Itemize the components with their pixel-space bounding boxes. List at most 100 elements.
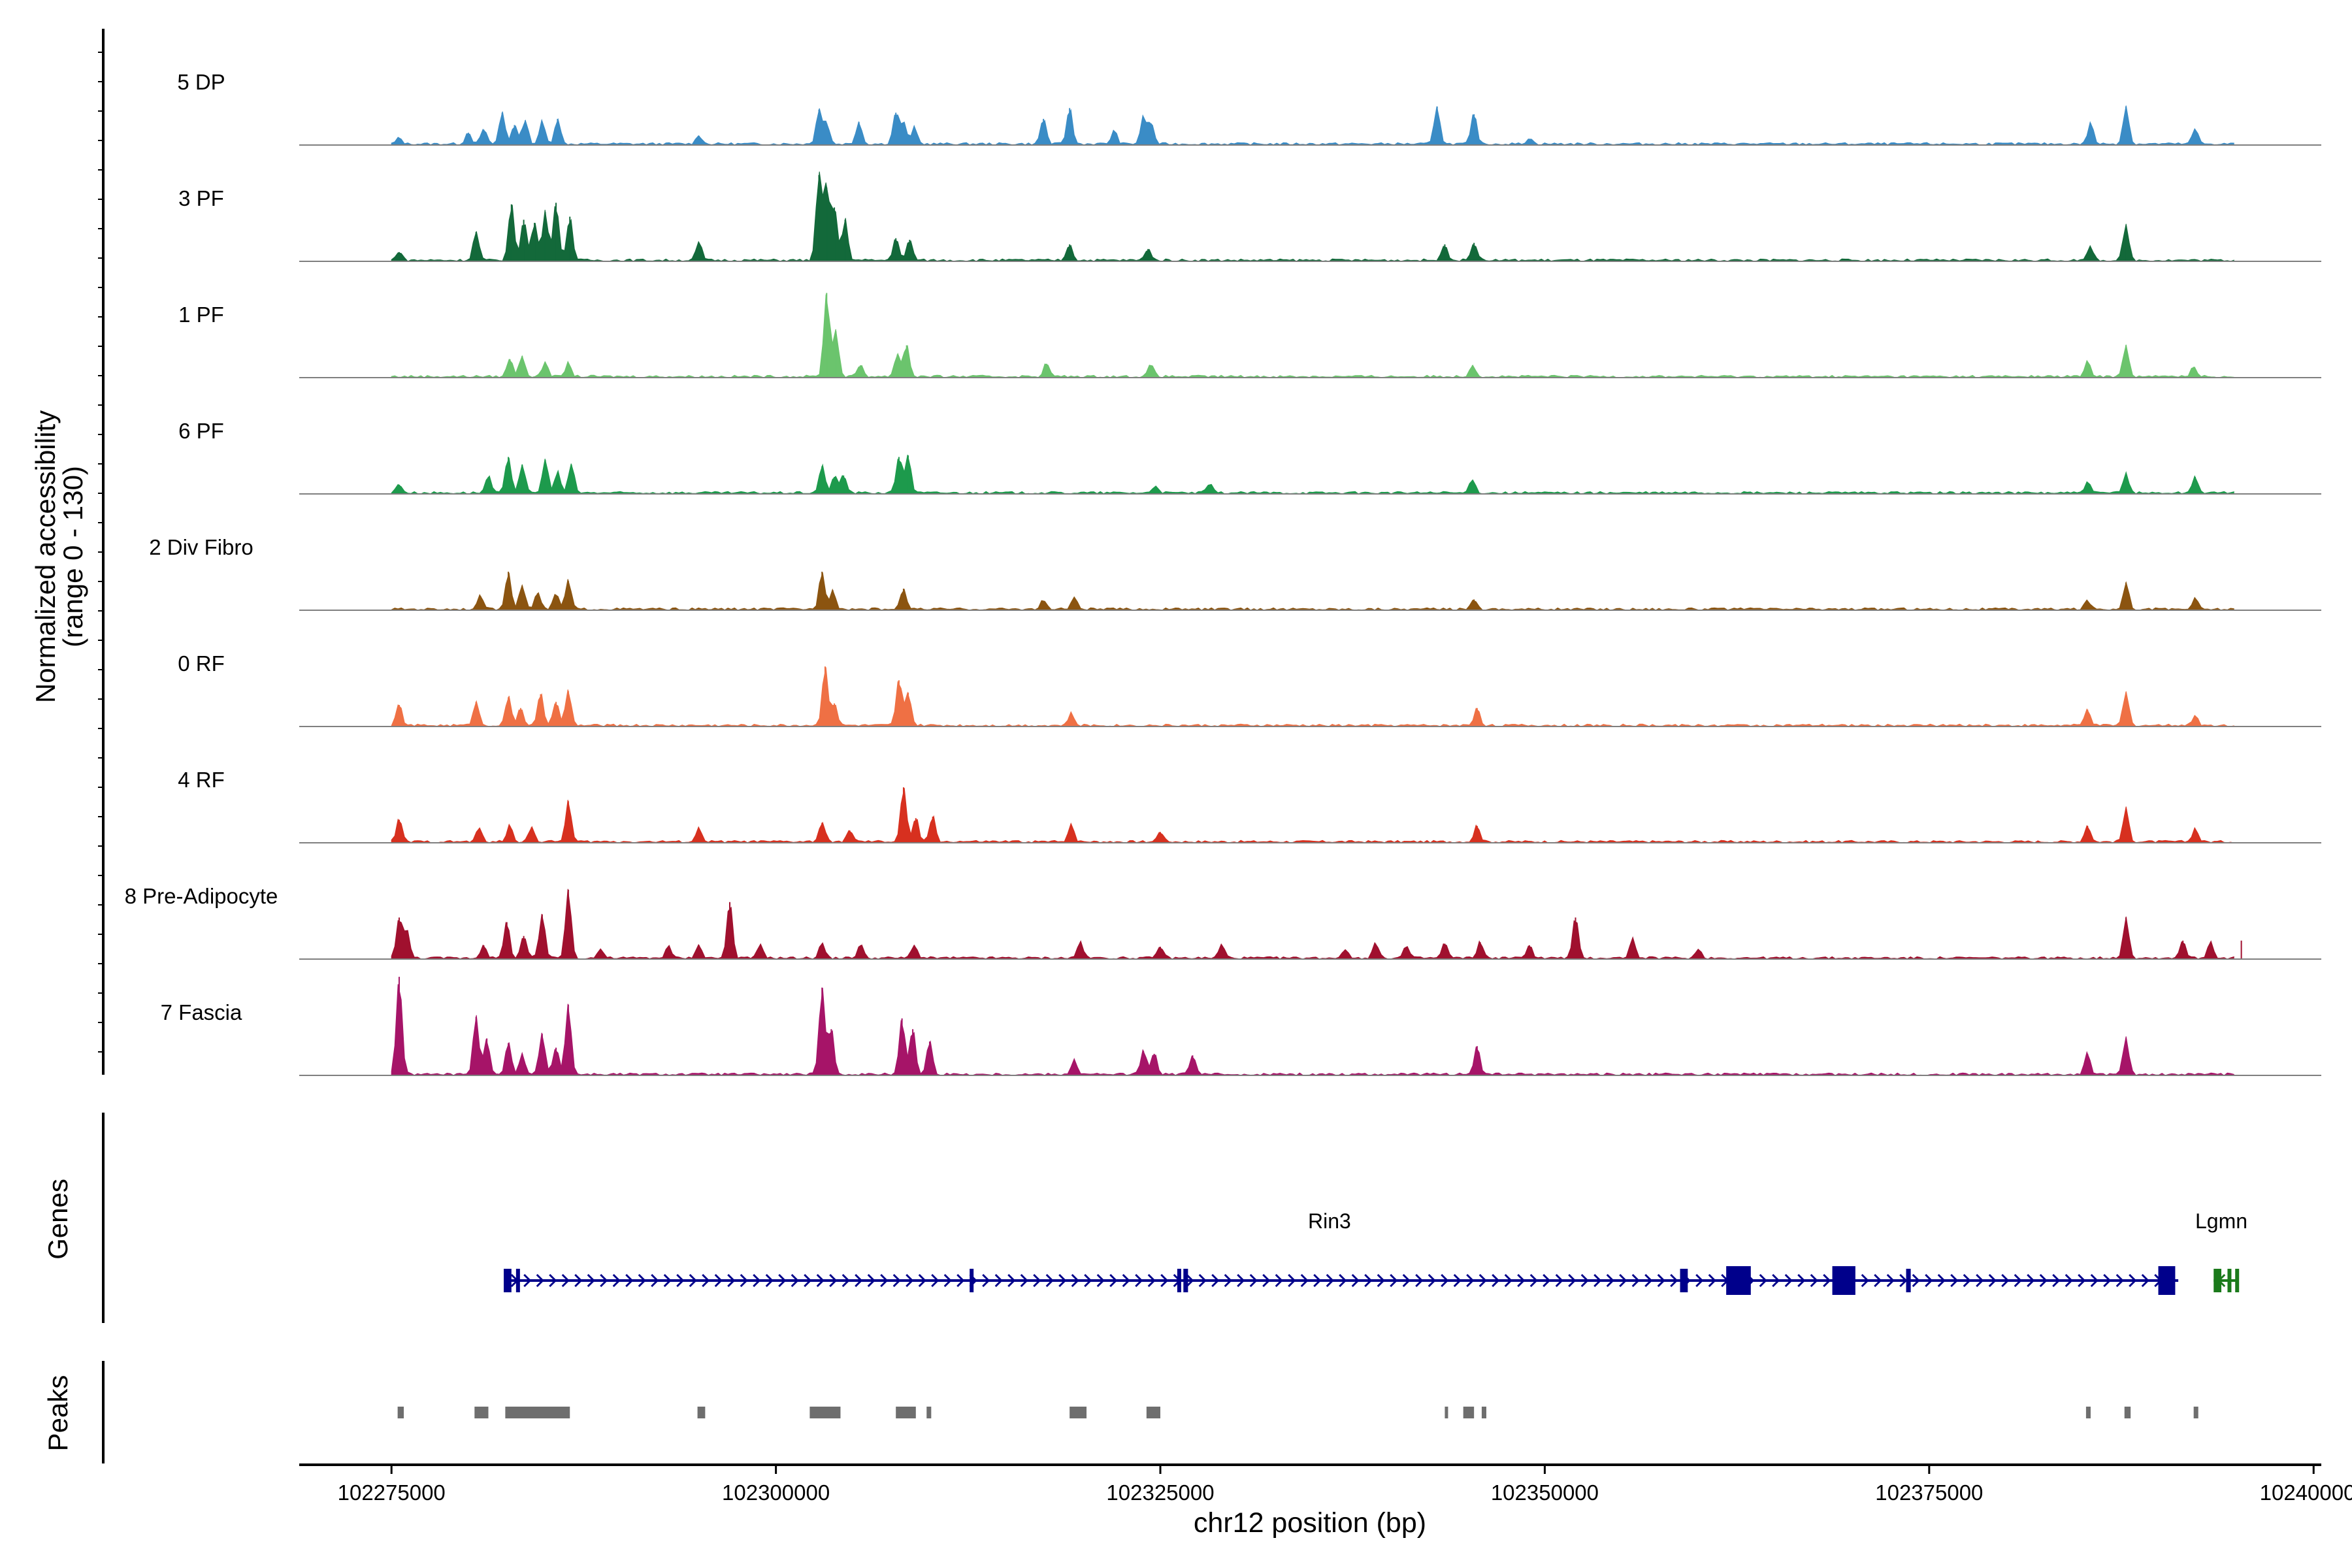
strand-chevron <box>829 1273 838 1288</box>
strand-chevron <box>2078 1273 2086 1288</box>
strand-chevron <box>841 1273 850 1288</box>
x-tick-label: 102325000 <box>1106 1480 1214 1505</box>
x-tick-label: 102400000 <box>2260 1480 2352 1505</box>
strand-chevron <box>804 1273 812 1288</box>
genes-panel-title: Genes <box>42 1179 73 1260</box>
strand-chevron <box>1402 1273 1411 1288</box>
coverage-area <box>391 667 2234 727</box>
strand-chevron <box>1568 1273 1576 1288</box>
peak-region <box>397 1407 404 1418</box>
strand-chevron <box>1288 1273 1296 1288</box>
strand-chevron <box>663 1273 672 1288</box>
strand-chevron <box>1377 1273 1385 1288</box>
gene-exon <box>1726 1266 1751 1295</box>
strand-chevron <box>1810 1273 1818 1288</box>
track-label: 0 RF <box>178 651 225 676</box>
strand-chevron <box>931 1273 939 1288</box>
strand-chevron <box>1580 1273 1589 1288</box>
strand-chevron <box>1262 1273 1271 1288</box>
strand-chevron <box>791 1273 799 1288</box>
coverage-area <box>391 454 2234 495</box>
gene-model: Lgmn <box>2195 1209 2247 1292</box>
gene-exon <box>504 1269 512 1292</box>
strand-chevron <box>561 1273 570 1288</box>
strand-chevron <box>1504 1273 1512 1288</box>
strand-chevron <box>1708 1273 1716 1288</box>
strand-chevron <box>1007 1273 1016 1288</box>
strand-chevron <box>1644 1273 1653 1288</box>
strand-chevron <box>1224 1273 1232 1288</box>
y-axis-title-line1: Normalized accessibility <box>30 410 61 703</box>
x-tick-label: 102350000 <box>1491 1480 1599 1505</box>
strand-chevron <box>1071 1273 1079 1288</box>
gene-model: Rin3 <box>504 1209 2179 1295</box>
strand-chevron <box>1045 1273 1054 1288</box>
strand-chevron <box>1784 1273 1793 1288</box>
strand-chevron <box>651 1273 659 1288</box>
strand-chevron <box>1122 1273 1130 1288</box>
strand-chevron <box>2052 1273 2061 1288</box>
strand-chevron <box>1020 1273 1028 1288</box>
strand-chevron <box>982 1273 990 1288</box>
gene-exon <box>1183 1269 1188 1292</box>
strand-chevron <box>1529 1273 1538 1288</box>
strand-chevron <box>1096 1273 1105 1288</box>
strand-chevron <box>880 1273 889 1288</box>
track-label: 6 PF <box>178 419 224 443</box>
strand-chevron <box>1937 1273 1946 1288</box>
gene-exon <box>2227 1269 2232 1292</box>
strand-chevron <box>956 1273 965 1288</box>
strand-chevron <box>1988 1273 1997 1288</box>
strand-chevron <box>1084 1273 1092 1288</box>
strand-chevron <box>1695 1273 1704 1288</box>
strand-chevron <box>892 1273 901 1288</box>
strand-chevron <box>727 1273 736 1288</box>
strand-chevron <box>1861 1273 1869 1288</box>
track-label: 3 PF <box>178 186 224 210</box>
peak-region <box>505 1407 570 1418</box>
strand-chevron <box>740 1273 748 1288</box>
strand-chevron <box>600 1273 608 1288</box>
x-tick-label: 102300000 <box>722 1480 830 1505</box>
peak-region <box>926 1407 932 1418</box>
strand-chevron <box>1478 1273 1487 1288</box>
strand-chevron <box>2014 1273 2022 1288</box>
strand-chevron <box>2001 1273 2010 1288</box>
track-label: 8 Pre-Adipocyte <box>125 884 278 908</box>
gene-exon <box>1832 1266 1855 1295</box>
strand-chevron <box>1390 1273 1398 1288</box>
strand-chevron <box>676 1273 685 1288</box>
strand-chevron <box>536 1273 544 1288</box>
strand-chevron <box>1631 1273 1640 1288</box>
strand-chevron <box>753 1273 761 1288</box>
strand-chevron <box>1326 1273 1334 1288</box>
strand-chevron <box>702 1273 710 1288</box>
strand-chevron <box>2039 1273 2048 1288</box>
strand-chevron <box>574 1273 583 1288</box>
strand-chevron <box>625 1273 634 1288</box>
coverage-tracks: 5 DP 3 PF 1 PF 6 PF 2 Div Fibro 0 RF 4 RF 8 Pre… <box>125 70 2321 1076</box>
strand-chevron <box>855 1273 863 1288</box>
x-tick-label: 102375000 <box>1875 1480 1983 1505</box>
strand-chevron <box>1211 1273 1220 1288</box>
strand-chevron <box>1772 1273 1780 1288</box>
strand-chevron <box>1237 1273 1245 1288</box>
peak-region <box>474 1407 489 1418</box>
strand-chevron <box>778 1273 787 1288</box>
coverage-track: 4 RF <box>178 768 2321 843</box>
strand-chevron <box>1441 1273 1449 1288</box>
peak-region <box>1445 1407 1448 1418</box>
peak-region <box>809 1407 841 1418</box>
strand-chevron <box>918 1273 926 1288</box>
coverage-track: 7 Fascia <box>161 977 2321 1076</box>
strand-chevron <box>549 1273 557 1288</box>
strand-chevron <box>2027 1273 2035 1288</box>
coverage-track: 2 Div Fibro <box>149 535 2321 611</box>
strand-chevron <box>1109 1273 1118 1288</box>
strand-chevron <box>1657 1273 1665 1288</box>
strand-chevron <box>1899 1273 1908 1288</box>
gene-exon <box>2213 1269 2222 1292</box>
coverage-track: 0 RF <box>178 651 2321 727</box>
strand-chevron <box>1543 1273 1551 1288</box>
strand-chevron <box>1925 1273 1933 1288</box>
